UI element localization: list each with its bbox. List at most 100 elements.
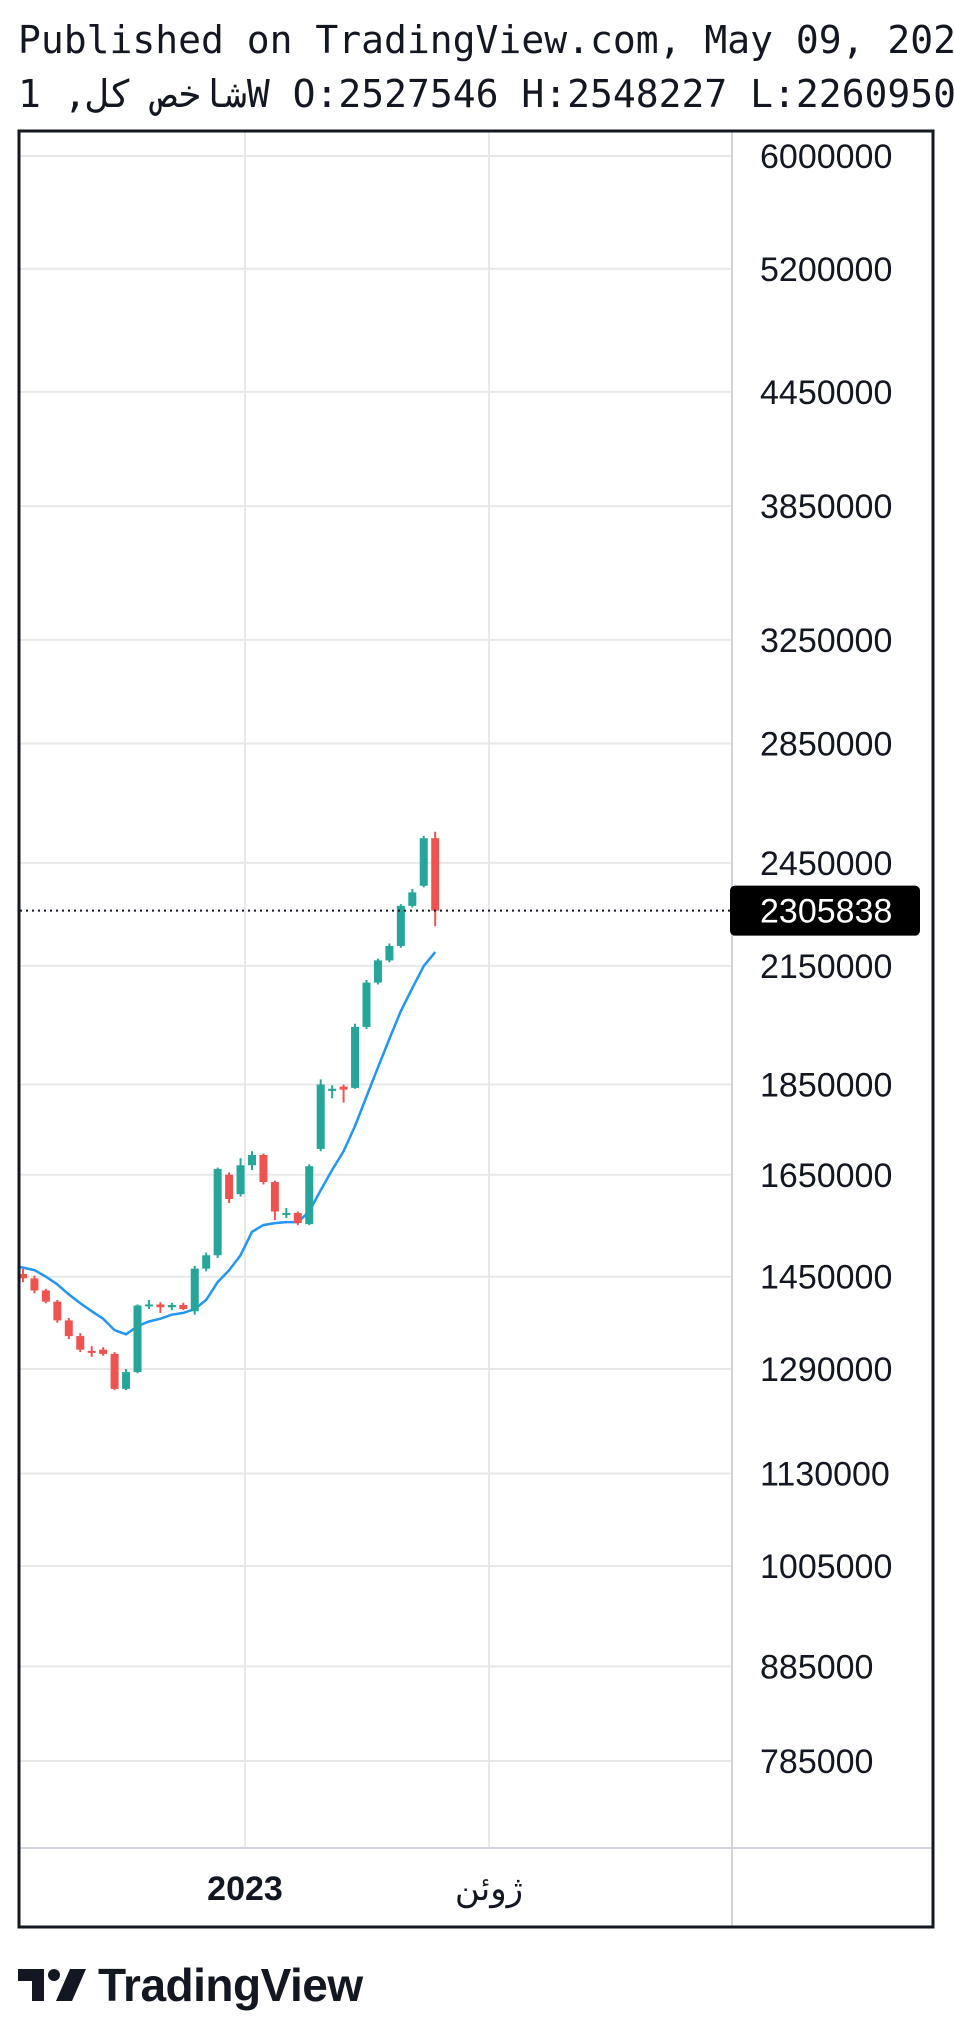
candle-body — [248, 1154, 256, 1166]
candle-body — [19, 1274, 27, 1279]
candle-body — [328, 1088, 337, 1091]
y-tick-label: 1850000 — [760, 1066, 892, 1104]
candle — [362, 979, 371, 1029]
y-tick-label: 2850000 — [760, 725, 892, 763]
tradingview-logo-text: TradingView — [98, 1959, 363, 2011]
y-tick-label: 1290000 — [760, 1351, 892, 1389]
candle — [202, 1252, 211, 1272]
candle — [19, 1268, 27, 1283]
y-tick-label: 1130000 — [760, 1456, 890, 1494]
candle-body — [76, 1336, 85, 1350]
candle-body — [87, 1350, 96, 1353]
y-tick-label: 6000000 — [760, 138, 892, 176]
candle — [122, 1369, 131, 1391]
candle — [110, 1352, 119, 1391]
candle-body — [305, 1166, 314, 1225]
candle — [305, 1164, 314, 1226]
candle — [179, 1302, 188, 1311]
candle-body — [53, 1301, 62, 1321]
symbol-name: شاخص کل — [86, 72, 247, 116]
candle-body — [202, 1255, 211, 1269]
candle-body — [167, 1305, 176, 1308]
candle — [316, 1079, 325, 1152]
candle-body — [385, 945, 394, 961]
y-tick-label: 785000 — [760, 1743, 873, 1781]
candle-body — [316, 1084, 325, 1149]
candle — [156, 1302, 165, 1313]
candle — [351, 1023, 360, 1089]
chart-grid — [20, 132, 932, 1926]
x-tick-label: 2023 — [207, 1870, 283, 1908]
candle — [76, 1333, 85, 1353]
y-tick-label: 885000 — [760, 1648, 873, 1686]
candle-body — [156, 1304, 165, 1308]
candle-body — [282, 1212, 291, 1215]
candle-body — [30, 1278, 39, 1291]
moving-average-layer — [19, 951, 437, 1336]
candle — [190, 1265, 199, 1315]
candle-body — [339, 1086, 348, 1090]
candles-layer — [19, 831, 440, 1391]
candle-body — [396, 905, 405, 946]
candle — [213, 1167, 222, 1258]
candle-body — [144, 1304, 153, 1307]
candle-body — [362, 982, 371, 1027]
symbol-ohlc-header: شاخص کل, 1W O:2527546 H:2548227 L:226095… — [18, 72, 954, 116]
x-tick-label: ژوئن — [455, 1870, 523, 1909]
y-tick-label: 4450000 — [760, 374, 892, 412]
candle — [41, 1288, 50, 1304]
candle-body — [419, 838, 428, 886]
candle — [419, 835, 428, 888]
candle — [408, 889, 417, 908]
price-axis: 6000000 5200000 4450000 3850000 3250000 28500… — [760, 138, 892, 1781]
time-axis: 2023 ژوئن — [207, 1870, 523, 1909]
candle-body — [259, 1154, 268, 1182]
last-price-badge — [730, 885, 920, 936]
candle-body — [179, 1305, 188, 1309]
candle — [133, 1304, 142, 1374]
y-tick-label: 3850000 — [760, 488, 892, 526]
y-tick-label: 1450000 — [760, 1259, 892, 1297]
candle-body — [110, 1353, 119, 1389]
candle-body — [41, 1290, 50, 1302]
candle — [259, 1153, 268, 1185]
candle-body — [236, 1165, 245, 1195]
candle-body — [122, 1372, 131, 1389]
published-header: Published on TradingView.com, May 09, 20… — [18, 18, 954, 62]
y-tick-label: 2150000 — [760, 948, 892, 986]
candle — [431, 831, 440, 927]
candle — [373, 958, 382, 985]
candle-body — [190, 1268, 199, 1312]
last-price-label: 2305838 — [760, 893, 892, 931]
candle-body — [408, 892, 417, 906]
candle — [144, 1299, 153, 1309]
candle-body — [351, 1026, 360, 1088]
chart-frame — [17, 129, 935, 1929]
last-price-layer: 2305838 — [20, 885, 920, 936]
candle-body — [293, 1212, 302, 1224]
candle — [99, 1347, 108, 1356]
candle — [30, 1275, 39, 1294]
tradingview-logo-icon — [18, 1969, 86, 2001]
candle-body — [64, 1320, 73, 1337]
candle-body — [431, 838, 440, 911]
candle — [236, 1158, 245, 1197]
candle-body — [133, 1305, 142, 1373]
y-tick-label: 3250000 — [760, 622, 892, 660]
y-tick-label: 5200000 — [760, 251, 892, 289]
y-tick-label: 1650000 — [760, 1157, 892, 1195]
candle — [87, 1346, 96, 1357]
candle — [270, 1180, 279, 1221]
candle — [167, 1302, 176, 1311]
moving-average-line — [19, 951, 437, 1336]
candle — [225, 1172, 234, 1204]
candle-body — [373, 960, 382, 983]
ohlc-values: , 1W O:2527546 H:2548227 L:2260950 C:2 — [18, 72, 954, 116]
candle — [282, 1207, 291, 1219]
candle — [64, 1318, 73, 1340]
y-tick-label: 1005000 — [760, 1548, 892, 1586]
tradingview-logo[interactable]: TradingView — [18, 1959, 363, 2011]
y-tick-label: 2450000 — [760, 845, 892, 883]
candle-body — [99, 1349, 108, 1354]
